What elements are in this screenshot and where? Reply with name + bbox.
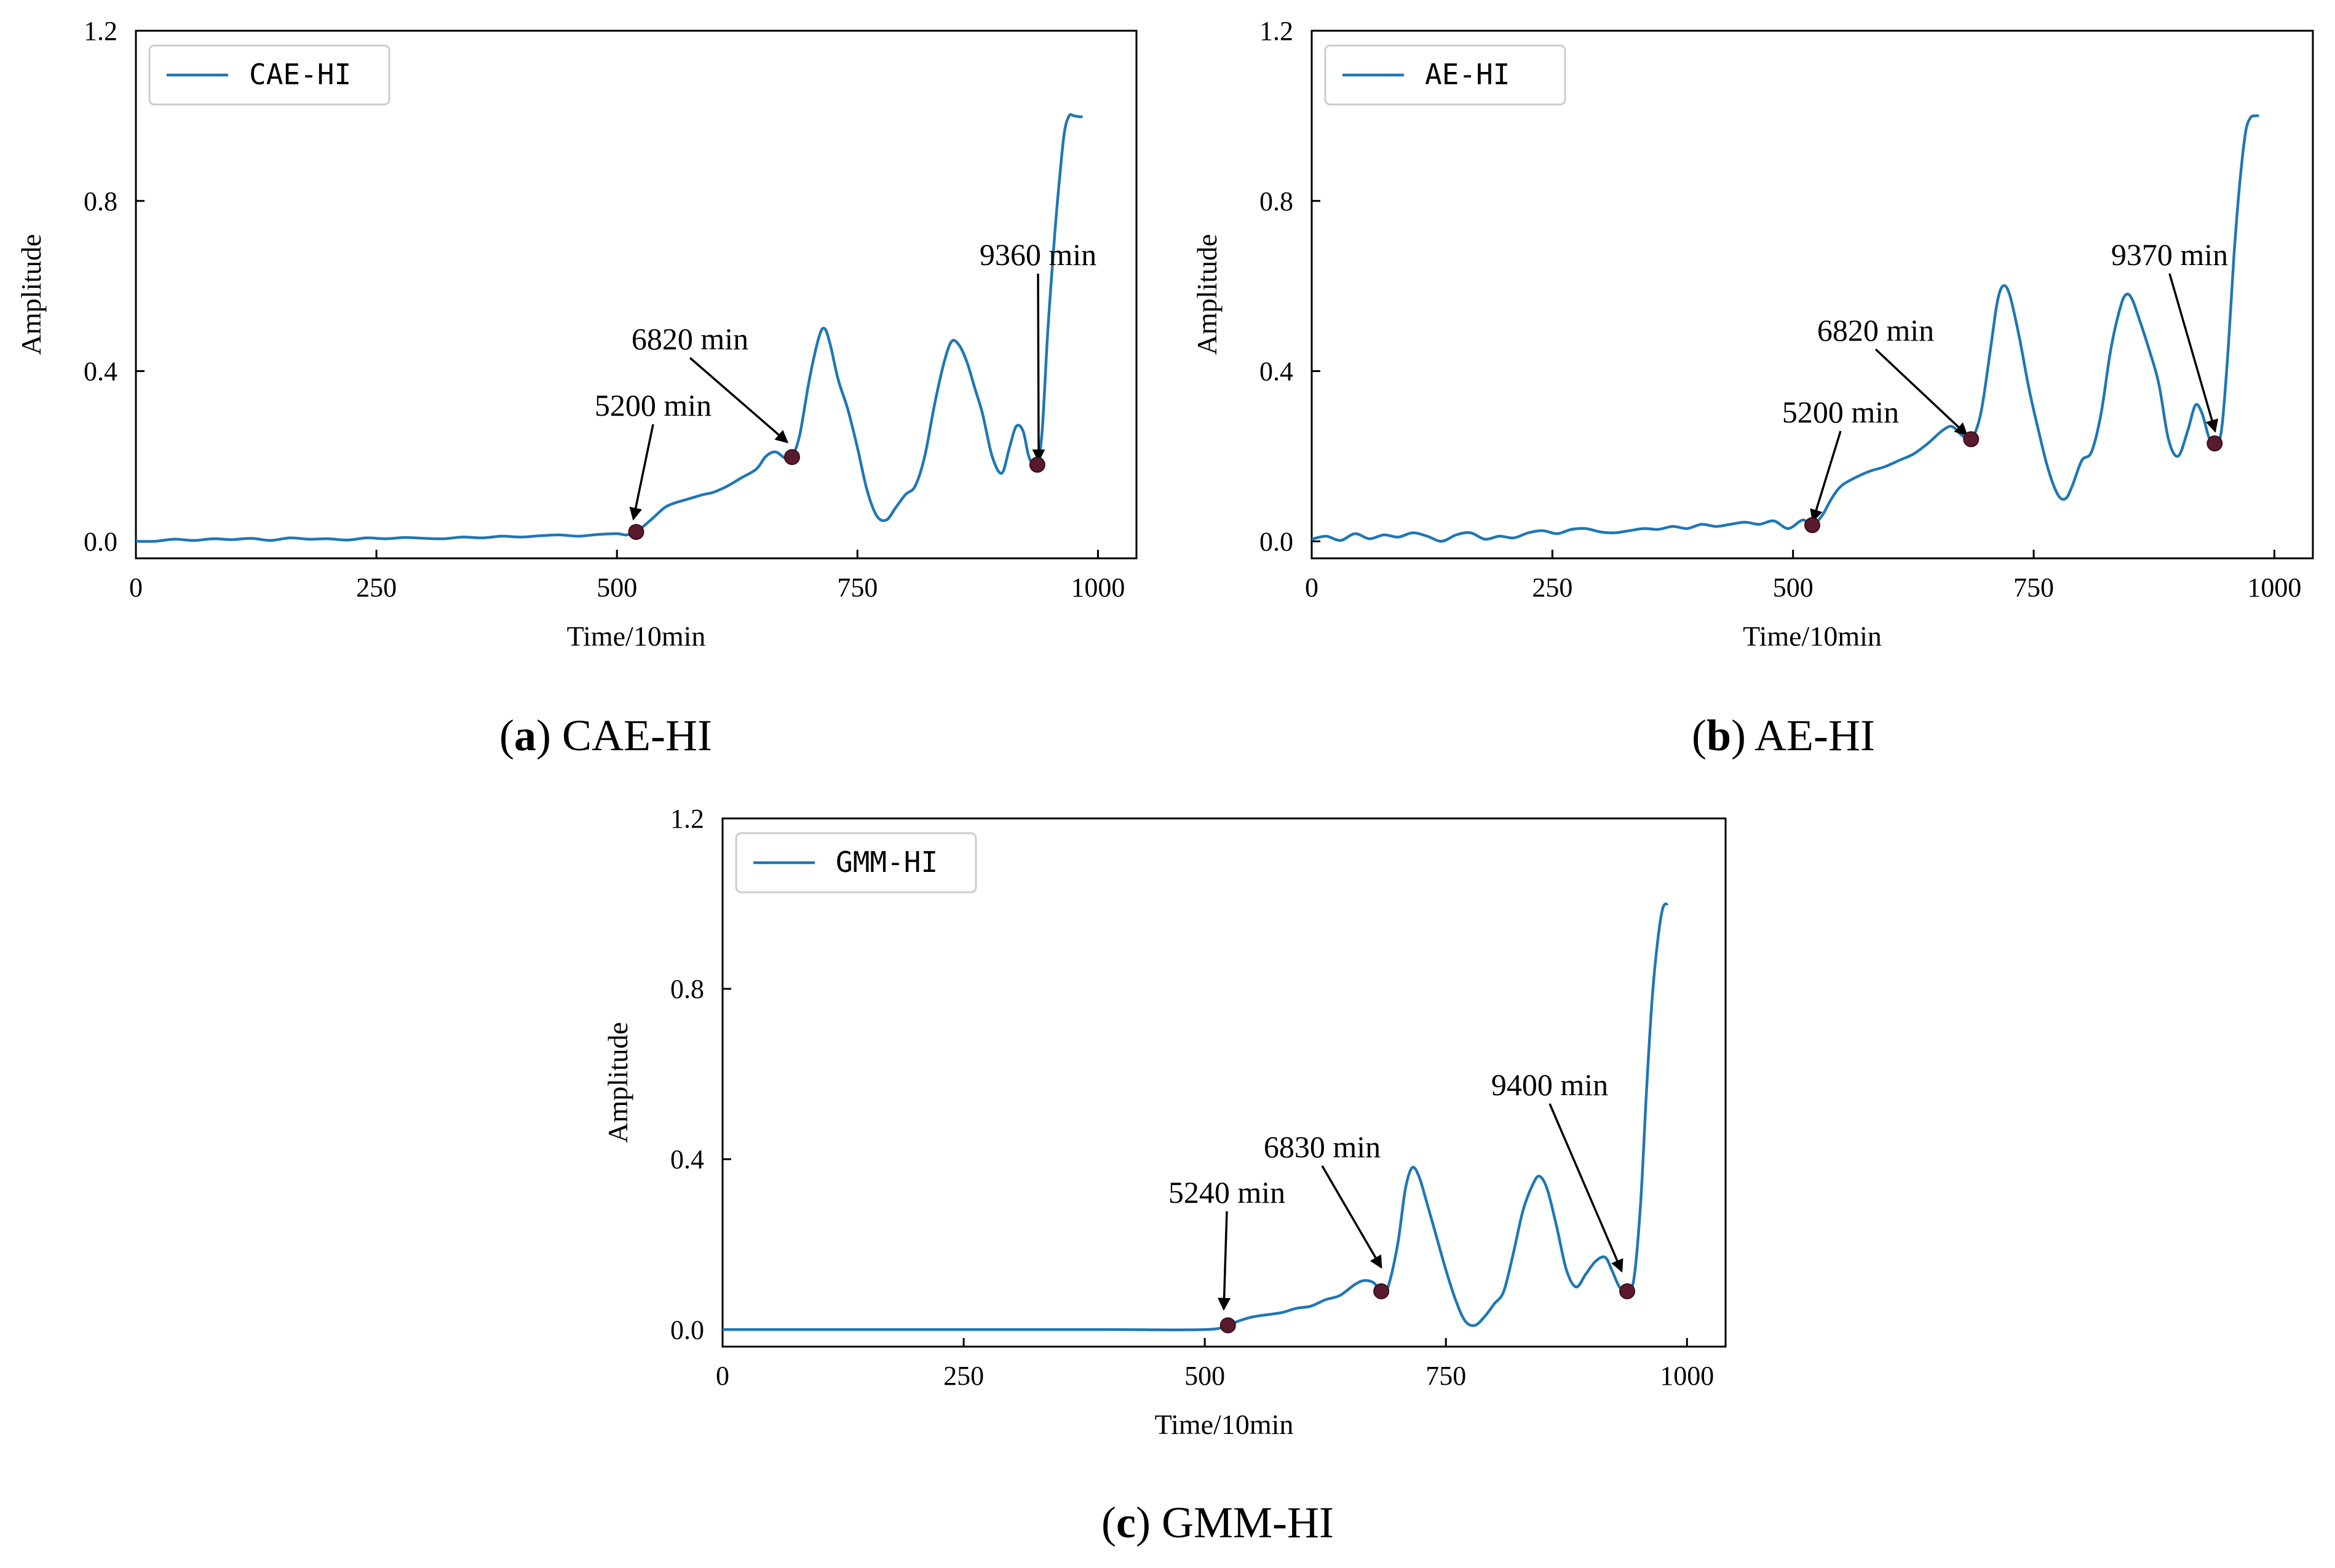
- x-tick-label: 750: [837, 572, 878, 603]
- x-tick-label: 750: [2013, 572, 2054, 603]
- caption-paren-close: ): [1136, 1498, 1162, 1547]
- caption-paren-open: (: [499, 711, 514, 760]
- caption-text: AE-HI: [1754, 711, 1875, 760]
- marker-point: [1029, 456, 1045, 473]
- annotation-label: 5200 min: [595, 388, 712, 422]
- chart-panel-b: 0 250 500 750 1000 0.0 0.4 0.8 1.2 Time/10min Ampl…: [1191, 16, 2314, 760]
- caption-paren-open: (: [1692, 711, 1707, 760]
- marker-point: [783, 449, 800, 465]
- y-tick-label: 0.0: [670, 1315, 704, 1345]
- annotation-label: 5240 min: [1168, 1175, 1285, 1210]
- annotation-label: 6830 min: [1264, 1130, 1381, 1164]
- x-tick-label: 500: [1773, 572, 1814, 603]
- marker-point: [1219, 1317, 1236, 1334]
- x-tick-label: 0: [129, 572, 143, 603]
- x-tick-label: 1000: [1660, 1361, 1714, 1391]
- caption-letter: c: [1116, 1498, 1136, 1547]
- x-tick-label: 750: [1425, 1361, 1466, 1391]
- panel-caption: (a) CAE-HI: [499, 711, 712, 760]
- annotation-arrow: [1548, 1103, 1623, 1273]
- caption-text: GMM-HI: [1162, 1498, 1334, 1547]
- x-tick-label: 1000: [2247, 572, 2301, 603]
- panel-caption: (b) AE-HI: [1692, 711, 1875, 760]
- marker-point: [1963, 431, 1980, 448]
- x-tick-label: 250: [943, 1361, 984, 1391]
- x-tick-label: 1000: [1071, 572, 1125, 603]
- y-tick-label: 0.0: [84, 526, 117, 556]
- y-tick-label: 0.8: [670, 974, 704, 1004]
- y-tick-label: 1.2: [84, 16, 117, 46]
- y-tick-label: 1.2: [670, 804, 704, 834]
- x-tick-label: 250: [356, 572, 397, 603]
- marker-point: [628, 524, 644, 540]
- caption-paren-close: ): [1731, 711, 1754, 760]
- x-tick-label: 0: [716, 1361, 729, 1391]
- annotation-label: 5200 min: [1782, 395, 1899, 429]
- y-tick-label: 0.8: [1259, 186, 1293, 216]
- legend-box: [735, 832, 977, 893]
- annotation-label: 6820 min: [632, 322, 748, 356]
- annotation-arrow: [1321, 1165, 1382, 1269]
- plot-frame: [1310, 30, 2314, 560]
- series-line-cae-hi: [136, 113, 1083, 543]
- y-tick-label: 0.4: [1259, 357, 1293, 387]
- marker-point: [2206, 435, 2223, 452]
- series-line-ae-hi: [1312, 114, 2259, 543]
- caption-letter: b: [1707, 711, 1731, 760]
- annotation-arrow: [1218, 1211, 1231, 1311]
- annotation-arrow: [2168, 273, 2219, 433]
- annotation-arrow: [689, 357, 789, 443]
- legend-box: [148, 44, 390, 106]
- legend-label: GMM-HI: [836, 845, 938, 879]
- y-tick-label: 0.0: [1259, 526, 1293, 556]
- x-axis-label: Time/10min: [1743, 620, 1882, 652]
- caption-paren-open: (: [1101, 1498, 1116, 1547]
- x-tick-label: 250: [1532, 572, 1572, 603]
- caption-letter: a: [514, 711, 536, 760]
- y-tick-label: 0.4: [84, 357, 117, 387]
- annotation-label: 6820 min: [1817, 313, 1934, 347]
- annotation-arrow: [1810, 430, 1842, 523]
- plot-frame: [721, 817, 1727, 1348]
- chart-panel-a: 0 250 500 750 1000 0.0 0.4 0.8 1.2 Time/10min Ampl…: [15, 16, 1138, 760]
- annotation-arrow: [629, 424, 654, 521]
- marker-point: [1619, 1283, 1636, 1299]
- caption-paren-close: ): [536, 711, 562, 760]
- annotation-label: 9400 min: [1491, 1067, 1608, 1102]
- x-tick-label: 500: [1184, 1361, 1225, 1391]
- x-axis-label: Time/10min: [1155, 1409, 1294, 1440]
- caption-text: CAE-HI: [562, 711, 712, 760]
- y-axis-label: Amplitude: [15, 234, 47, 355]
- y-tick-label: 0.8: [84, 186, 117, 216]
- legend-box: [1324, 44, 1566, 106]
- series-line-gmm-hi: [723, 902, 1669, 1332]
- marker-point: [1373, 1283, 1390, 1299]
- plot-frame: [135, 30, 1138, 560]
- annotation-label: 9370 min: [2111, 237, 2228, 272]
- y-axis-label: Amplitude: [602, 1022, 633, 1143]
- x-tick-label: 0: [1305, 572, 1318, 603]
- marker-point: [1804, 517, 1820, 534]
- x-tick-label: 500: [597, 572, 637, 603]
- legend-label: AE-HI: [1425, 58, 1510, 91]
- legend-label: CAE-HI: [249, 58, 351, 91]
- y-tick-label: 1.2: [1259, 16, 1293, 46]
- annotation-label: 9360 min: [980, 237, 1096, 272]
- x-axis-label: Time/10min: [567, 620, 706, 652]
- annotation-arrow: [1032, 273, 1045, 462]
- annotation-arrow: [1874, 348, 1968, 436]
- y-axis-label: Amplitude: [1191, 234, 1223, 355]
- y-tick-label: 0.4: [670, 1144, 704, 1174]
- panel-caption: (c) GMM-HI: [1101, 1498, 1334, 1547]
- chart-panel-c: 0 250 500 750 1000 0.0 0.4 0.8 1.2 Time/10min Ampl…: [602, 804, 1727, 1547]
